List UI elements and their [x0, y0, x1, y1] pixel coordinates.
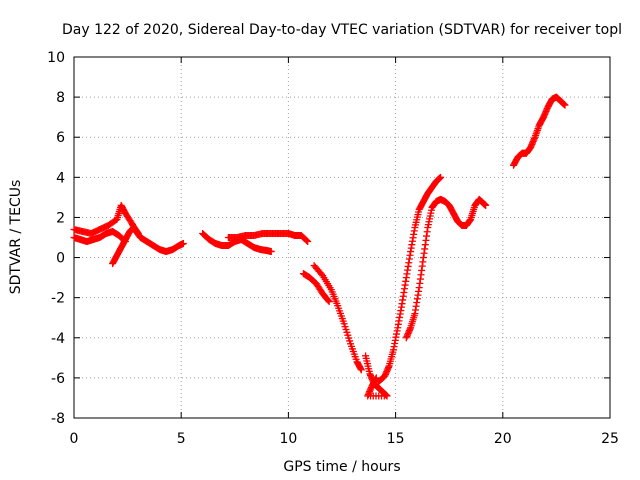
series-track-c — [109, 223, 142, 268]
data-point — [561, 101, 569, 109]
data-point — [437, 173, 445, 181]
data-point — [267, 248, 275, 256]
x-tick-label: 15 — [387, 431, 405, 447]
data-point — [325, 298, 333, 306]
data-point — [482, 201, 490, 209]
series-track-h — [362, 352, 391, 400]
series-track-e — [224, 229, 312, 246]
axis-ticks — [73, 56, 611, 419]
x-tick-label: 0 — [70, 431, 79, 447]
data-point — [324, 297, 332, 305]
x-tick-label: 25 — [601, 431, 619, 447]
data-point — [303, 237, 311, 245]
series-track-g — [310, 262, 365, 374]
y-axis-label: SDTVAR / TECUs — [8, 180, 24, 295]
y-tick-label: -6 — [51, 371, 65, 387]
y-tick-label: 0 — [56, 251, 65, 267]
y-tick-label: -2 — [51, 291, 65, 307]
x-axis-label: GPS time / hours — [283, 459, 400, 475]
x-tick-label: 10 — [279, 431, 297, 447]
data-point — [179, 240, 187, 248]
y-tick-label: 2 — [56, 210, 65, 226]
series-track-i — [374, 173, 445, 386]
x-tick-label: 20 — [494, 431, 512, 447]
series-track-f — [299, 270, 333, 306]
y-tick-label: -8 — [51, 411, 65, 427]
series-track-k — [510, 93, 569, 169]
y-tick-label: -4 — [51, 331, 65, 347]
tick-labels: 0 5 10 15 20 25 -8 -6 -4 -2 0 2 4 6 8 10 — [47, 50, 619, 447]
x-tick-label: 5 — [177, 431, 186, 447]
y-tick-label: 8 — [56, 90, 65, 106]
data-point — [134, 229, 142, 237]
series-track-j — [402, 195, 490, 342]
y-tick-label: 4 — [56, 170, 65, 186]
grid-lines — [74, 57, 610, 418]
y-tick-label: 10 — [47, 50, 65, 66]
y-tick-label: 6 — [56, 130, 65, 146]
data-point — [304, 238, 312, 246]
data-points — [70, 93, 569, 400]
data-point — [357, 366, 365, 374]
chart-title: Day 122 of 2020, Sidereal Day-to-day VTE… — [62, 22, 622, 38]
